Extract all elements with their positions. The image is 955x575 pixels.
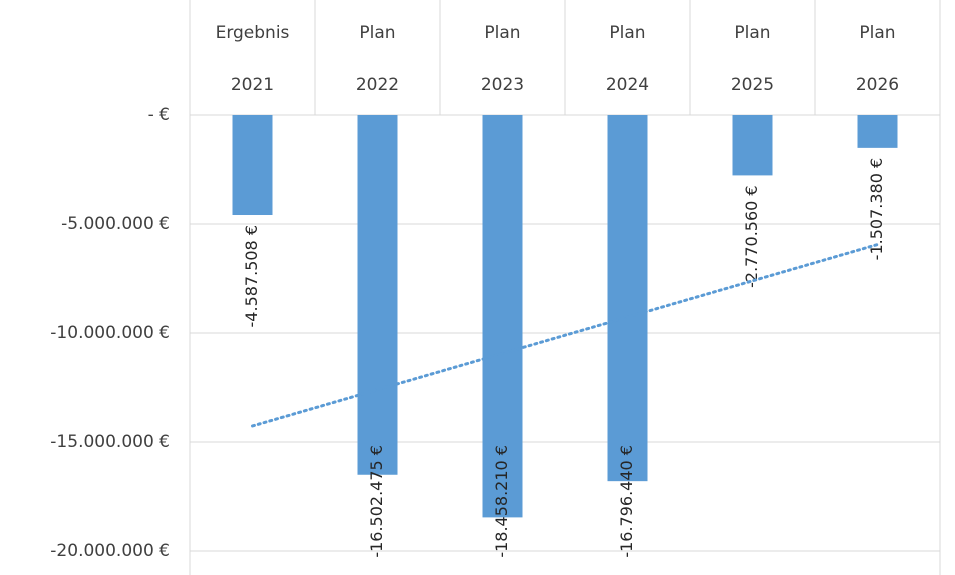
bar xyxy=(857,115,898,148)
y-tick-label: -5.000.000 € xyxy=(61,214,170,234)
x-tick-label: Plan xyxy=(609,23,645,43)
data-label: -2.770.560 € xyxy=(742,185,761,287)
y-tick-label: - € xyxy=(148,105,170,125)
y-tick-label: -10.000.000 € xyxy=(50,323,170,343)
data-label: -16.796.440 € xyxy=(617,445,636,558)
x-tick-label: Plan xyxy=(359,23,395,43)
y-tick-label: -20.000.000 € xyxy=(50,541,170,561)
bar xyxy=(357,115,398,475)
x-tick-label: Ergebnis xyxy=(216,23,290,43)
x-tick-label: 2025 xyxy=(731,75,774,95)
x-tick-label: 2022 xyxy=(356,75,399,95)
x-tick-label: Plan xyxy=(484,23,520,43)
data-label: -18.458.210 € xyxy=(492,445,511,558)
y-tick-label: -15.000.000 € xyxy=(50,432,170,452)
x-tick-label: Plan xyxy=(859,23,895,43)
x-tick-label: 2024 xyxy=(606,75,649,95)
bar xyxy=(482,115,523,518)
bar xyxy=(607,115,648,482)
data-label: -1.507.380 € xyxy=(867,158,886,260)
bar xyxy=(232,115,273,216)
data-label: -16.502.475 € xyxy=(367,445,386,558)
x-tick-label: Plan xyxy=(734,23,770,43)
x-tick-label: 2021 xyxy=(231,75,274,95)
x-tick-label: 2026 xyxy=(856,75,899,95)
data-label: -4.587.508 € xyxy=(242,225,261,327)
x-tick-label: 2023 xyxy=(481,75,524,95)
bar xyxy=(732,115,773,176)
trendline xyxy=(251,243,879,428)
